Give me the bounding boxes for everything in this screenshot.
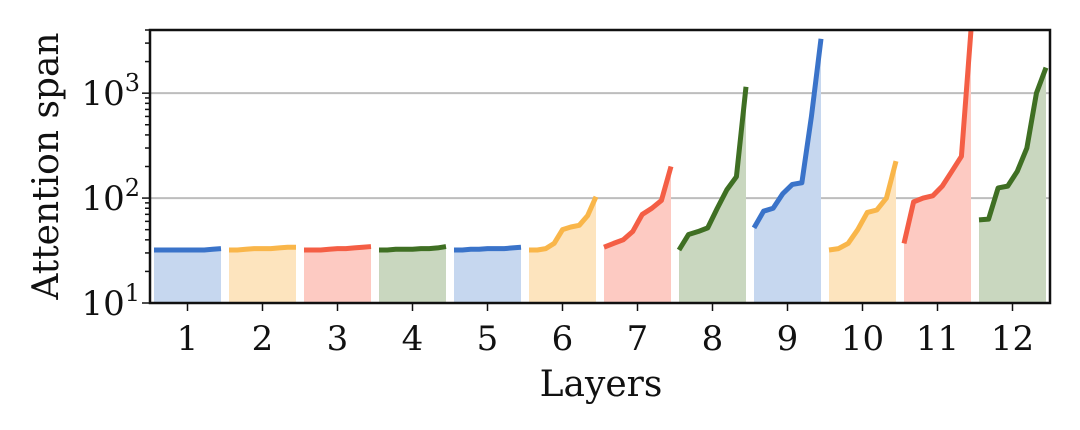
layer-3-line [304,244,372,253]
layer-9-area [754,38,821,304]
layer-7-line [603,165,674,250]
x-tick-label: 4 [402,319,424,359]
x-tick-label: 8 [702,319,724,359]
layer-5-line [454,244,522,253]
layer-4-area [379,246,446,303]
layer-8-line [676,86,749,252]
layer-4-line [379,244,447,253]
y-tick-label: 103 [81,69,140,114]
layer-12-line [978,66,1049,223]
x-axis-label: Layers [540,364,663,405]
layer-9-line [751,38,824,230]
x-tick-label: 3 [327,319,349,359]
y-axis-label: Attention span [26,32,67,300]
x-tick-label: 1 [177,319,199,359]
x-tick-label: 9 [777,319,799,359]
layer-7-area [604,166,671,303]
layer-5-area [454,247,521,303]
x-tick-label: 12 [991,319,1034,359]
x-tick-label: 5 [477,319,499,359]
y-tick-label: 102 [81,174,140,219]
layer-6-line [529,195,599,253]
layer-11-area [904,30,971,303]
layer-11-line [901,29,974,244]
x-tick-label: 6 [552,319,574,359]
plot-frame [148,28,1052,305]
layer-2-line [229,244,296,253]
layer-6-area [529,196,596,303]
x-tick-label: 11 [916,319,959,359]
layer-8-area [679,86,746,303]
layer-1-area [154,248,221,303]
layer-10-area [829,161,896,303]
x-tick-label: 10 [841,319,884,359]
x-tick-label: 7 [627,319,649,359]
y-tick-label: 101 [81,279,140,324]
plot-area [150,29,1050,304]
layer-10-line [828,160,899,253]
layer-1-line [154,246,222,253]
layer-12-area [979,67,1046,303]
x-tick-label: 2 [252,319,274,359]
layer-2-area [229,247,296,303]
layer-3-area [304,246,371,303]
